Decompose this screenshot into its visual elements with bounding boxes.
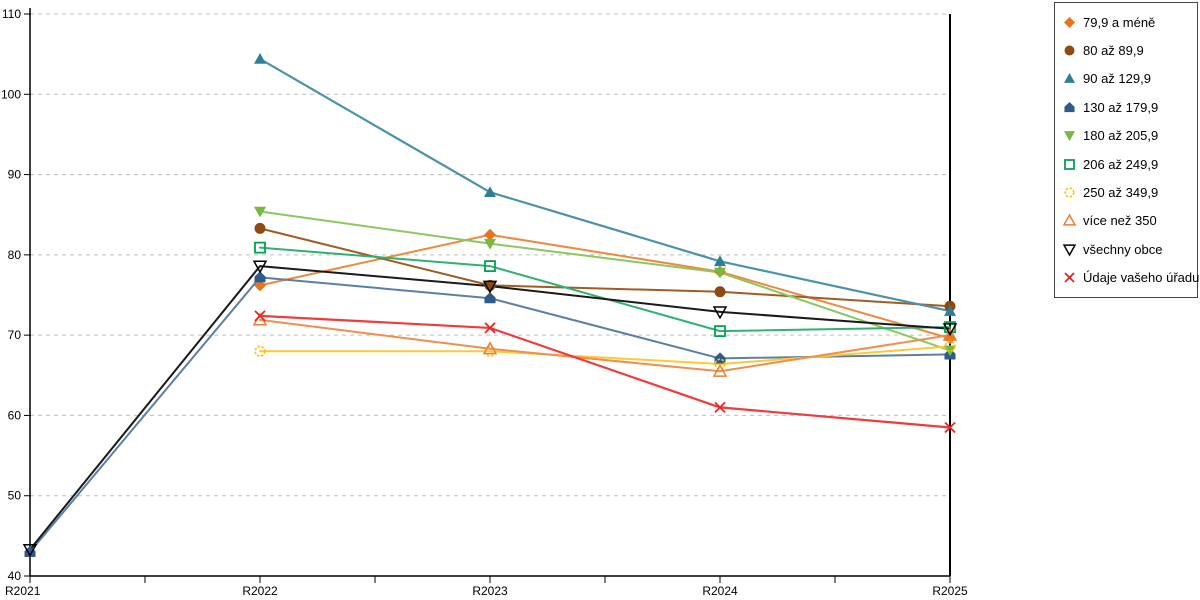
series-line-triangle-down — [259, 210, 951, 352]
circle-legend-icon — [1064, 45, 1075, 56]
series-line-triangle-up-open — [259, 318, 951, 373]
marker-triangle-up — [254, 52, 266, 64]
legend-label: více než 350 — [1083, 213, 1157, 229]
legend-item-4: 180 až 205,9 — [1062, 128, 1193, 143]
y-tick-label: 110 — [2, 7, 21, 21]
x-tick-label: R2025 — [932, 584, 968, 598]
legend-item-1: 80 až 89,9 — [1062, 43, 1193, 58]
x-tick-label: R2023 — [472, 584, 508, 598]
marker-triangle-up-open — [942, 327, 958, 341]
marker-square-open — [714, 325, 726, 338]
x-tick-label: R2024 — [702, 584, 738, 598]
marker-pentagon — [254, 271, 266, 283]
pentagon-legend-icon — [1064, 101, 1075, 113]
triangle-up-open-legend-icon — [1062, 213, 1077, 227]
legend-item-7: více než 350 — [1062, 213, 1193, 228]
triangle-up-legend-icon — [1064, 73, 1075, 84]
legend: 79,9 a méně 80 až 89,9 90 až 129,9 130 až 1… — [1054, 2, 1199, 298]
marker-x — [1064, 272, 1075, 283]
marker-triangle-down-open — [22, 543, 38, 558]
marker-triangle-up — [714, 255, 726, 267]
marker-circle-open — [254, 345, 266, 357]
y-tick-label: 60 — [8, 408, 22, 422]
y-tick-label: 50 — [8, 489, 22, 503]
series-line-circle-open — [259, 345, 951, 366]
series-line-triangle-down-open — [29, 265, 951, 551]
marker-pentagon — [24, 545, 36, 558]
legend-label: 90 až 129,9 — [1083, 71, 1151, 87]
marker-diamond — [484, 228, 496, 241]
marker-triangle-down — [714, 267, 726, 279]
marker-triangle-down — [944, 345, 956, 357]
y-tick-label: 40 — [8, 569, 22, 583]
marker-square-open — [254, 241, 266, 254]
marker-triangle-down — [484, 238, 496, 250]
marker-x — [484, 322, 496, 334]
marker-x — [944, 421, 956, 434]
marker-square-open — [484, 260, 496, 272]
legend-item-2: 90 až 129,9 — [1062, 71, 1193, 86]
legend-label: všechny obce — [1083, 241, 1163, 257]
marker-triangle-down — [1064, 131, 1075, 142]
marker-triangle-down-open — [482, 280, 498, 294]
marker-circle-open — [944, 340, 956, 352]
y-tick-label: 100 — [1, 87, 21, 101]
marker-circle — [254, 222, 266, 234]
legend-label: 79,9 a méně — [1083, 14, 1156, 30]
marker-pentagon — [484, 292, 496, 304]
y-tick-label: 80 — [8, 248, 22, 262]
marker-x — [254, 310, 266, 322]
marker-triangle-up — [484, 186, 496, 198]
marker-circle-open — [714, 358, 726, 370]
marker-circle — [714, 286, 726, 298]
legend-label: 206 až 249,9 — [1083, 156, 1159, 172]
legend-item-0: 79,9 a méně — [1062, 15, 1193, 30]
legend-item-8: všechny obce — [1062, 242, 1193, 257]
legend-label: 250 až 349,9 — [1083, 185, 1159, 201]
marker-x — [714, 401, 726, 414]
legend-item-3: 130 až 179,9 — [1062, 100, 1193, 115]
circle-open-legend-icon — [1064, 187, 1075, 198]
triangle-down-open-legend-icon — [1062, 244, 1077, 257]
diamond-legend-icon — [1064, 16, 1075, 28]
x-tick-label: R2022 — [242, 584, 278, 598]
legend-label: Údaje vašeho úřadu — [1083, 270, 1200, 286]
legend-item-6: 250 až 349,9 — [1062, 185, 1193, 200]
series-line-circle — [259, 227, 951, 308]
marker-circle — [1064, 45, 1075, 56]
marker-square-open — [1064, 158, 1075, 170]
marker-triangle-up — [1064, 73, 1075, 84]
x-legend-icon — [1064, 272, 1075, 283]
marker-triangle-up-open — [482, 341, 498, 355]
marker-pentagon — [1064, 101, 1075, 113]
square-open-legend-icon — [1064, 158, 1075, 170]
y-tick-label: 70 — [8, 328, 22, 342]
marker-circle-open — [1064, 187, 1075, 198]
marker-triangle-down — [254, 206, 266, 218]
legend-item-5: 206 až 249,9 — [1062, 157, 1193, 172]
marker-triangle-down-open — [712, 306, 728, 320]
legend-label: 180 až 205,9 — [1083, 128, 1159, 144]
marker-triangle-up — [944, 305, 956, 316]
marker-triangle-up-open — [1062, 213, 1077, 227]
legend-label: 80 až 89,9 — [1083, 43, 1144, 59]
legend-label: 130 až 179,9 — [1083, 99, 1159, 115]
legend-item-9: Údaje vašeho úřadu — [1062, 270, 1199, 285]
series-line-x — [258, 314, 952, 429]
marker-diamond — [1064, 16, 1075, 28]
marker-triangle-down-open — [1062, 244, 1077, 257]
marker-triangle-down-open — [252, 260, 268, 274]
triangle-down-legend-icon — [1064, 131, 1075, 142]
marker-triangle-down-open — [942, 323, 958, 337]
marker-triangle-up-open — [712, 363, 728, 377]
y-tick-label: 90 — [8, 168, 22, 182]
series-line-diamond — [259, 233, 951, 340]
x-tick-label: R2021 — [5, 584, 41, 598]
series-line-triangle-up — [258, 57, 952, 313]
